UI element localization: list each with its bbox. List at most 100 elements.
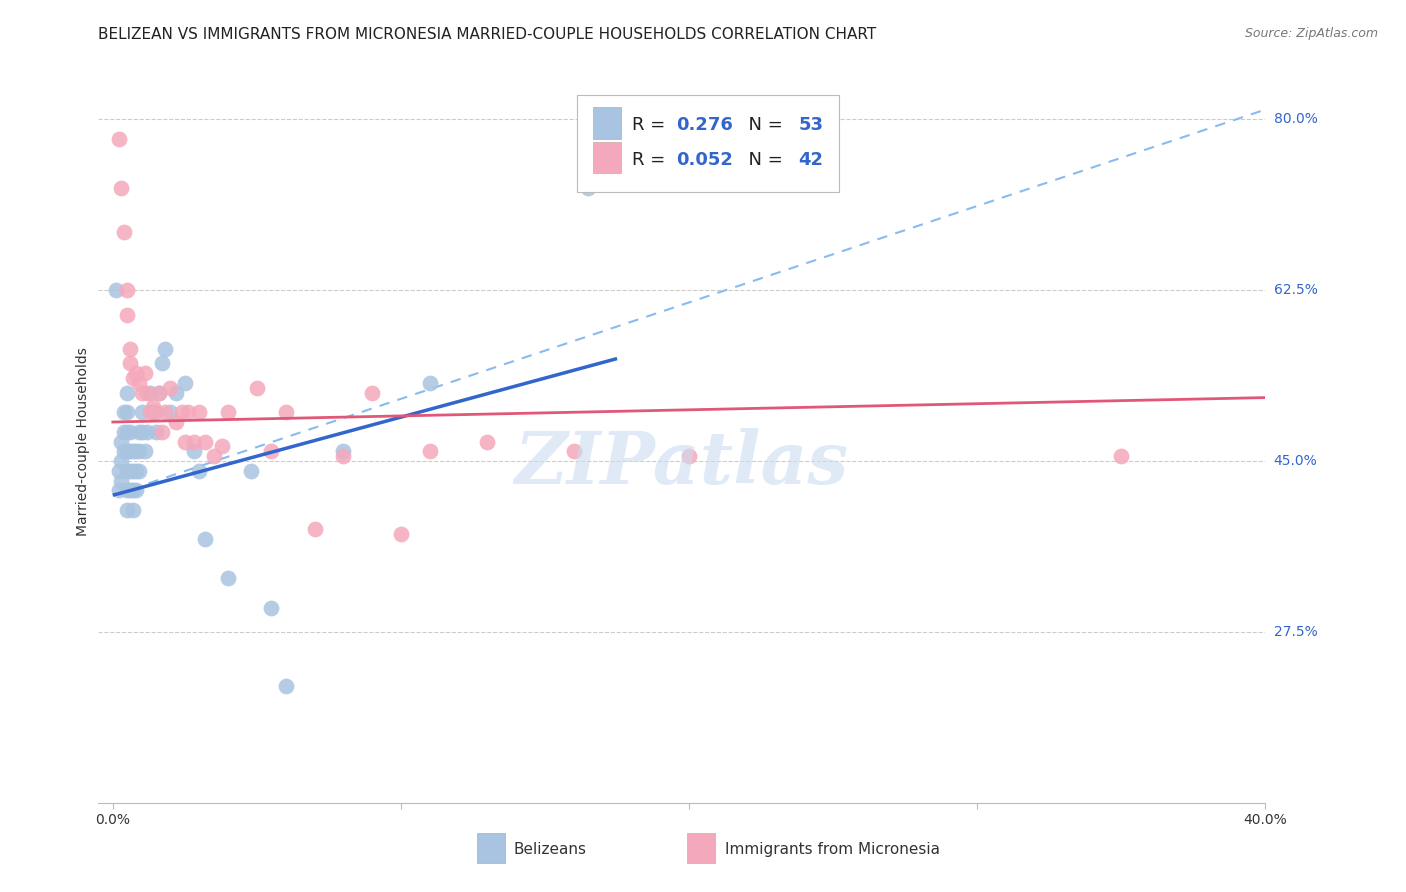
Point (165, 385, 187, 400)
Point (260, 600, 283, 615)
Point (562, 444, 585, 458)
Point (115, 308, 138, 322)
Point (115, 405, 138, 419)
Text: 27.5%: 27.5% (1274, 625, 1317, 639)
Text: 0.052: 0.052 (676, 151, 733, 169)
Point (159, 405, 181, 419)
FancyBboxPatch shape (593, 107, 621, 139)
Point (110, 434, 132, 449)
Point (125, 464, 148, 478)
Text: 45.0%: 45.0% (1274, 454, 1317, 468)
FancyBboxPatch shape (686, 833, 714, 863)
Point (131, 385, 153, 400)
Point (131, 405, 153, 419)
Point (112, 225, 135, 239)
Point (159, 381, 181, 395)
Point (142, 405, 165, 419)
Point (104, 283, 127, 297)
Point (419, 376, 441, 390)
Point (1111, 449, 1133, 463)
Text: 80.0%: 80.0% (1274, 112, 1317, 127)
Point (115, 483, 138, 498)
Point (165, 415, 187, 429)
Point (260, 444, 283, 458)
Point (153, 405, 176, 419)
Point (115, 385, 138, 400)
Point (115, 464, 138, 478)
Point (139, 385, 162, 400)
Point (194, 434, 217, 449)
Point (148, 385, 170, 400)
Point (177, 405, 200, 419)
Point (115, 425, 138, 439)
Point (477, 434, 499, 449)
Point (120, 356, 142, 370)
Point (120, 342, 142, 356)
Point (120, 464, 142, 478)
Point (122, 444, 145, 458)
Text: 0.276: 0.276 (676, 116, 733, 134)
Point (120, 425, 142, 439)
Point (142, 401, 165, 415)
Point (153, 342, 176, 356)
Point (131, 425, 153, 439)
Point (122, 483, 145, 498)
Point (115, 283, 138, 297)
Point (183, 434, 205, 449)
Point (217, 571, 239, 585)
Point (173, 376, 195, 390)
Point (361, 385, 384, 400)
Point (183, 444, 205, 458)
Text: 53: 53 (799, 116, 824, 134)
Point (128, 376, 150, 390)
FancyBboxPatch shape (593, 142, 621, 173)
Text: Belizeans: Belizeans (513, 842, 586, 857)
Point (128, 464, 150, 478)
Point (188, 464, 211, 478)
Point (240, 464, 263, 478)
Point (115, 444, 138, 458)
Point (304, 523, 326, 537)
Point (107, 132, 129, 146)
Point (145, 425, 167, 439)
Text: N =: N = (737, 151, 789, 169)
Point (134, 444, 156, 458)
Point (125, 483, 148, 498)
Text: 42: 42 (799, 151, 824, 169)
Point (110, 474, 132, 488)
Point (112, 425, 135, 439)
Text: 62.5%: 62.5% (1274, 283, 1317, 297)
FancyBboxPatch shape (576, 95, 839, 193)
Text: BELIZEAN VS IMMIGRANTS FROM MICRONESIA MARRIED-COUPLE HOUSEHOLDS CORRELATION CHA: BELIZEAN VS IMMIGRANTS FROM MICRONESIA M… (98, 27, 877, 42)
Point (125, 444, 148, 458)
Text: Source: ZipAtlas.com: Source: ZipAtlas.com (1244, 27, 1378, 40)
Point (150, 425, 173, 439)
Point (128, 444, 150, 458)
Point (419, 444, 441, 458)
Text: N =: N = (737, 116, 789, 134)
Point (110, 454, 132, 468)
Point (217, 405, 239, 419)
Point (128, 425, 150, 439)
Point (188, 405, 211, 419)
Point (122, 464, 145, 478)
Point (173, 434, 195, 449)
Point (678, 449, 700, 463)
Point (332, 449, 354, 463)
Text: R =: R = (631, 116, 671, 134)
Point (389, 527, 412, 541)
Point (122, 371, 145, 385)
Point (120, 483, 142, 498)
Point (136, 425, 159, 439)
Point (136, 385, 159, 400)
FancyBboxPatch shape (477, 833, 505, 863)
Point (107, 483, 129, 498)
Text: ZIPatlas: ZIPatlas (515, 428, 849, 499)
Point (274, 679, 297, 693)
Point (576, 180, 599, 194)
Point (112, 405, 135, 419)
Point (194, 532, 217, 546)
Point (125, 366, 148, 380)
Text: Immigrants from Micronesia: Immigrants from Micronesia (725, 842, 941, 857)
Point (170, 405, 193, 419)
